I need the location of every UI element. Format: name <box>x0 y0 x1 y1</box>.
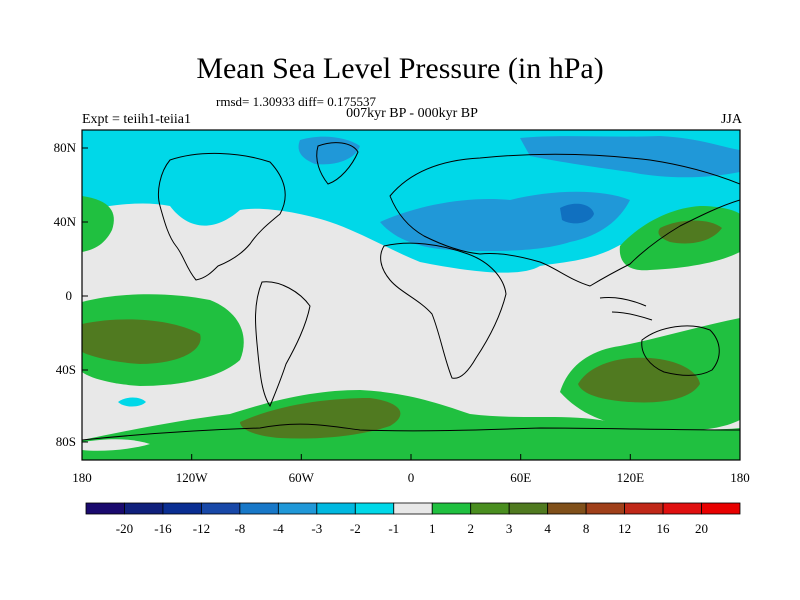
experiment-label: Expt = teiih1-teiia1 <box>82 112 191 127</box>
antarctic-near-zero <box>82 439 150 451</box>
colorbar-box <box>470 502 510 515</box>
lat-label: 80N <box>54 140 77 155</box>
colorbar-box <box>508 502 549 515</box>
lon-label: 60E <box>510 470 531 485</box>
period-label: 007kyr BP - 000kyr BP <box>346 106 478 121</box>
lon-label: 120W <box>176 470 209 485</box>
colorbar-label: -2 <box>350 521 361 536</box>
colorbar-label: -8 <box>234 521 245 536</box>
colorbar-label: -4 <box>273 521 284 536</box>
season-label: JJA <box>720 112 742 127</box>
map-ticks <box>81 147 741 460</box>
colorbar-box <box>354 502 395 515</box>
lon-label: 0 <box>408 470 415 485</box>
lat-label: 80S <box>56 434 76 449</box>
lon-label: 120E <box>617 470 645 485</box>
colorbar-box <box>239 502 279 515</box>
colorbar-box <box>701 502 741 515</box>
lon-labels: 180 120W 60W 0 60E 120E 180 <box>72 470 750 485</box>
coast-antarctica <box>82 423 740 441</box>
colorbar-label: -20 <box>116 521 133 536</box>
page-title: Mean Sea Level Pressure (in hPa) <box>196 52 604 85</box>
coast-indonesia <box>599 297 653 321</box>
colorbar-label: 1 <box>429 521 436 536</box>
colorbar-label: 8 <box>583 521 590 536</box>
coast-north-america <box>157 152 286 281</box>
colorbar-label: -16 <box>154 521 172 536</box>
colorbar-labels: -20 -16 -12 -8 -4 -3 -2 -1 1 2 3 4 8 12 … <box>116 521 708 536</box>
colorbar-box <box>124 502 164 515</box>
lon-label: 180 <box>72 470 92 485</box>
colorbar-label: -12 <box>193 521 210 536</box>
colorbar-label: 20 <box>695 521 708 536</box>
nw-pacific-strong <box>658 220 722 244</box>
colorbar-label: 3 <box>506 521 513 536</box>
colorbar-box <box>662 502 702 515</box>
colorbar-box <box>201 502 241 515</box>
colorbar-box <box>277 502 318 515</box>
southern-ocean-positive <box>82 390 740 460</box>
pacific-north-positive <box>82 196 114 252</box>
colorbar-label: 2 <box>467 521 474 536</box>
coastlines <box>82 142 740 441</box>
coast-south-america <box>255 281 311 408</box>
colorbar-label: -3 <box>311 521 322 536</box>
map-field <box>82 130 740 460</box>
eurasia-dark-patch <box>560 203 594 224</box>
colorbar-box <box>162 502 202 515</box>
colorbar-label: -1 <box>388 521 399 536</box>
colorbar-box <box>547 502 587 515</box>
coast-greenland <box>316 142 359 185</box>
coast-eurasia <box>389 153 740 287</box>
colorbar <box>85 502 741 515</box>
colorbar-label: 12 <box>618 521 631 536</box>
south-pacific-strong <box>82 319 201 364</box>
lon-label: 60W <box>289 470 315 485</box>
south-atlantic-blue <box>118 397 146 407</box>
lat-label: 0 <box>66 288 73 303</box>
coast-australia <box>641 325 720 376</box>
lat-label: 40S <box>56 362 76 377</box>
colorbar-box <box>316 502 356 515</box>
coast-africa <box>380 242 507 379</box>
lon-label: 180 <box>730 470 750 485</box>
colorbar-box <box>85 502 125 515</box>
indian-ocean-strong <box>578 357 700 403</box>
colorbar-box <box>431 502 472 515</box>
colorbar-box <box>624 502 664 515</box>
colorbar-box <box>393 502 433 515</box>
stats-text: rmsd= 1.30933 diff= 0.175537 <box>216 94 376 109</box>
colorbar-box <box>585 502 625 515</box>
colorbar-label: 4 <box>544 521 551 536</box>
lat-labels: 80N 40N 0 40S 80S <box>54 140 77 449</box>
southern-ocean-strong <box>240 398 401 439</box>
lat-label: 40N <box>54 214 77 229</box>
colorbar-label: 16 <box>657 521 671 536</box>
